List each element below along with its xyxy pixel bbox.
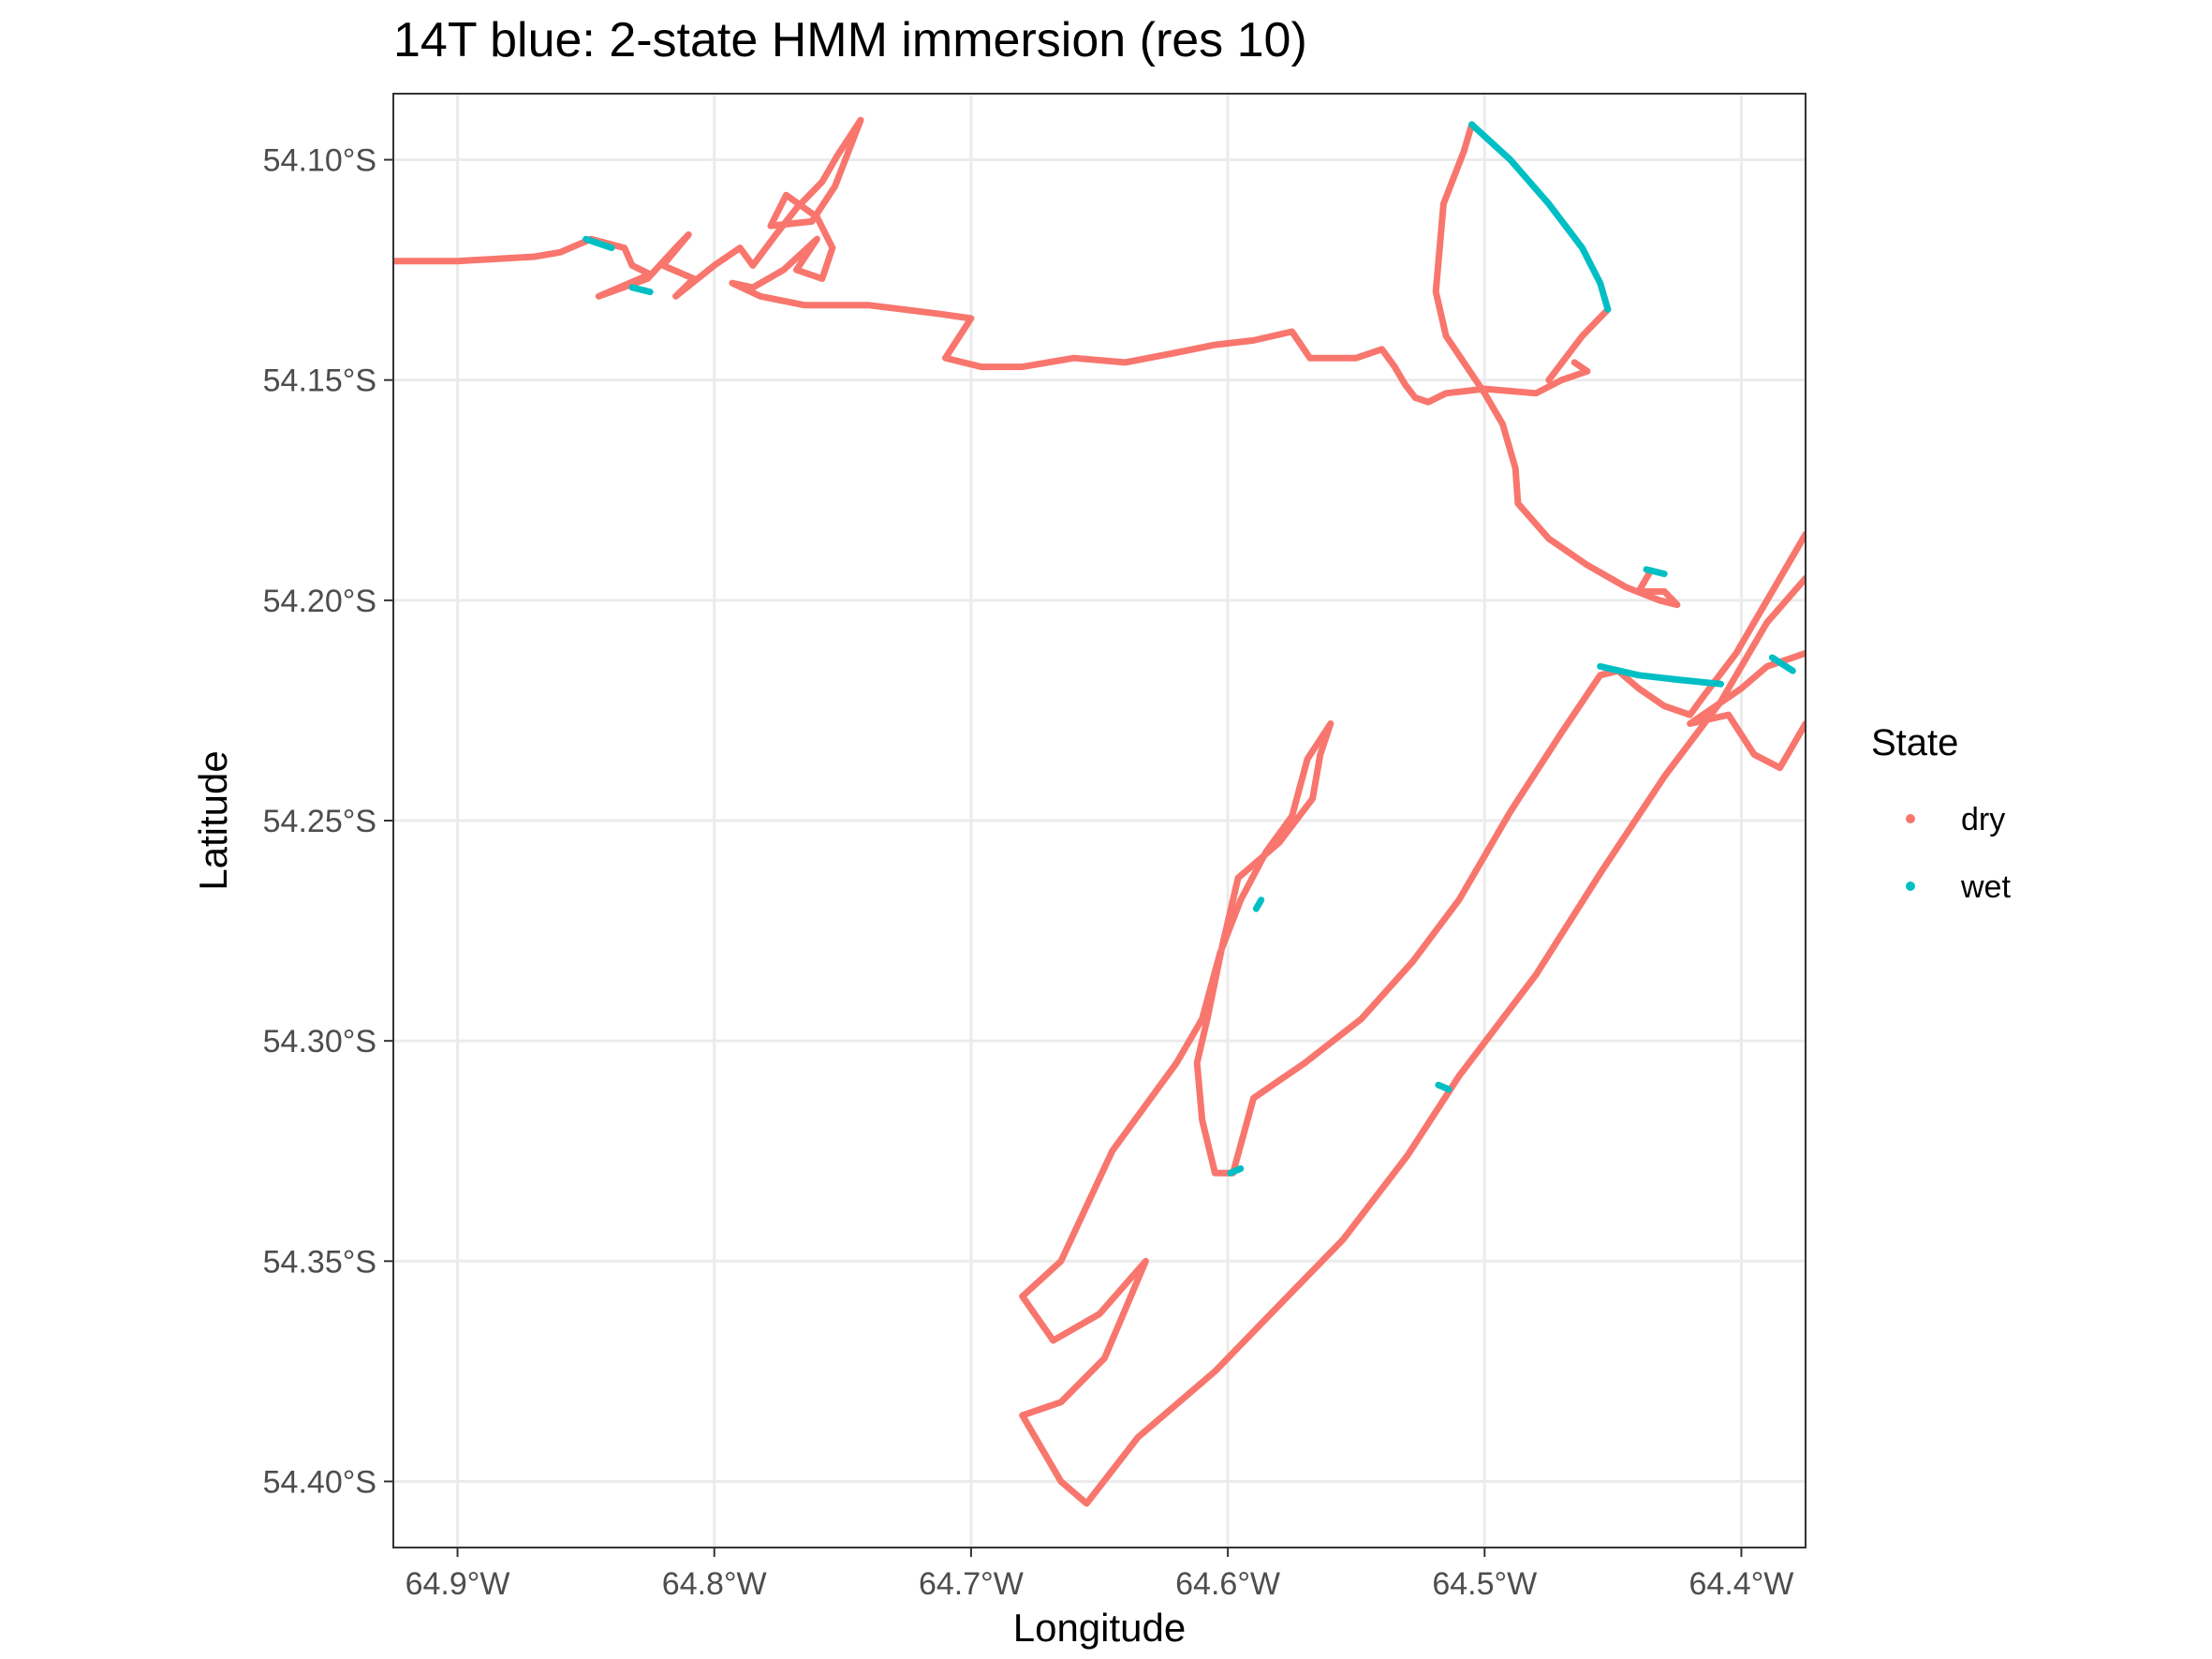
x-axis-title: Longitude (1013, 1606, 1187, 1650)
x-tick-label: 64.4°W (1689, 1566, 1794, 1602)
legend-label-wet: wet (1960, 869, 2011, 905)
track-segment-wet (582, 235, 615, 252)
track-segment-wet (628, 284, 654, 296)
series-wet (582, 121, 1796, 1177)
track-segment-wet (1643, 566, 1668, 578)
track-segment-wet (1768, 654, 1796, 674)
y-tick-label: 54.15°S (263, 363, 376, 399)
legend-key-dry (1906, 814, 1915, 823)
track-segment-wet (1597, 662, 1724, 688)
y-tick-label: 54.30°S (263, 1024, 376, 1059)
track-segment-dry (1019, 530, 1806, 1507)
track-points (393, 116, 1806, 1507)
legend-label-dry: dry (1961, 802, 2005, 837)
track-segment-wet (1252, 896, 1265, 912)
y-tick-label: 54.10°S (263, 143, 376, 179)
series-dry (393, 116, 1806, 1507)
legend-key-wet (1906, 881, 1915, 891)
legend: State dry wet (1871, 722, 2011, 905)
grid-lines (393, 94, 1806, 1548)
track-segment-dry (1432, 121, 1681, 609)
track-segment-dry (1687, 649, 1806, 772)
x-axis-ticks: 64.9°W 64.8°W 64.7°W 64.6°W 64.5°W 64.4°W (406, 1548, 1794, 1602)
x-tick-label: 64.6°W (1175, 1566, 1280, 1602)
track-segment-dry (1545, 305, 1612, 384)
y-tick-label: 54.35°S (263, 1244, 376, 1280)
y-tick-label: 54.20°S (263, 584, 376, 619)
chart-title: 14T blue: 2-state HMM immersion (res 10) (393, 13, 1307, 67)
track-segment-wet (1435, 1081, 1453, 1093)
x-tick-label: 64.5°W (1432, 1566, 1537, 1602)
y-tick-label: 54.40°S (263, 1464, 376, 1500)
y-tick-label: 54.25°S (263, 804, 376, 839)
x-tick-label: 64.8°W (662, 1566, 767, 1602)
track-segment-wet (1468, 121, 1612, 313)
y-axis-ticks: 54.10°S 54.15°S 54.20°S 54.25°S 54.30°S 54.35… (263, 143, 393, 1500)
track-segment-wet (1227, 1165, 1245, 1177)
legend-title: State (1871, 722, 1958, 763)
y-axis-title: Latitude (191, 750, 235, 890)
track-segment-dry (393, 116, 1591, 406)
x-tick-label: 64.9°W (406, 1566, 510, 1602)
legend-entries: dry wet (1906, 802, 2011, 905)
x-tick-label: 64.7°W (919, 1566, 1024, 1602)
